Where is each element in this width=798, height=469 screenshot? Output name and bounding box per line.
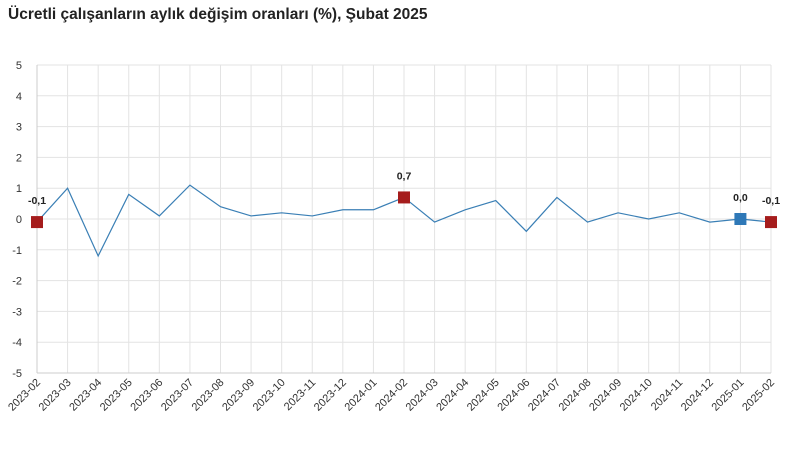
x-tick-label: 2024-07 [526, 377, 563, 414]
data-label: 0,0 [733, 192, 748, 204]
x-tick-label: 2024-10 [618, 377, 655, 414]
x-tick-label: 2023-06 [128, 377, 165, 414]
chart-title: Ücretli çalışanların aylık değişim oranl… [8, 6, 428, 23]
y-tick-label: -5 [12, 368, 22, 380]
data-label: 0,7 [397, 170, 412, 182]
x-tick-label: 2024-01 [343, 377, 380, 414]
x-tick-label: 2023-07 [159, 377, 196, 414]
x-tick-label: 2023-12 [312, 377, 349, 414]
x-tick-label: 2023-02 [6, 377, 43, 414]
point-marker [398, 191, 410, 204]
x-axis: 2023-022023-032023-042023-052023-062023-… [6, 377, 777, 414]
x-tick-label: 2024-12 [679, 377, 716, 414]
y-tick-label: -4 [12, 337, 22, 349]
y-tick-label: 1 [16, 183, 22, 195]
y-tick-label: 3 [16, 122, 22, 134]
x-tick-label: 2024-03 [404, 377, 441, 414]
x-tick-label: 2023-05 [98, 377, 135, 414]
point-marker [734, 213, 747, 225]
x-tick-label: 2023-11 [282, 377, 318, 413]
x-tick-label: 2025-02 [740, 377, 777, 414]
y-tick-label: 5 [16, 60, 22, 72]
y-tick-label: -1 [12, 245, 22, 257]
grid-lines [36, 64, 772, 374]
x-tick-label: 2024-04 [434, 377, 471, 414]
data-labels: -0,1 0,7 0,0 -0,1 [28, 170, 780, 207]
x-tick-label: 2025-01 [710, 377, 747, 414]
y-tick-label: 2 [16, 152, 22, 164]
x-tick-label: 2023-09 [220, 377, 257, 414]
y-tick-label: 0 [16, 214, 22, 226]
y-tick-label: 4 [16, 91, 22, 103]
y-tick-label: -3 [12, 306, 22, 318]
point-marker [31, 216, 43, 229]
x-tick-label: 2024-06 [495, 377, 532, 414]
x-tick-label: 2024-05 [465, 377, 502, 414]
x-tick-label: 2023-08 [190, 377, 227, 414]
data-label: -0,1 [762, 195, 780, 207]
x-tick-label: 2023-10 [251, 377, 288, 414]
x-tick-label: 2024-09 [587, 377, 624, 414]
x-tick-label: 2024-08 [557, 377, 594, 414]
point-marker [765, 216, 777, 229]
x-tick-label: 2023-03 [37, 377, 74, 414]
highlight-markers [31, 191, 777, 229]
y-tick-label: -2 [12, 276, 22, 288]
x-tick-label: 2024-02 [373, 377, 410, 414]
x-tick-label: 2023-04 [67, 377, 104, 414]
data-label: -0,1 [28, 195, 46, 207]
y-axis: 5 4 3 2 1 0 -1 -2 -3 -4 -5 [12, 60, 22, 380]
x-tick-label: 2024-11 [649, 377, 685, 413]
